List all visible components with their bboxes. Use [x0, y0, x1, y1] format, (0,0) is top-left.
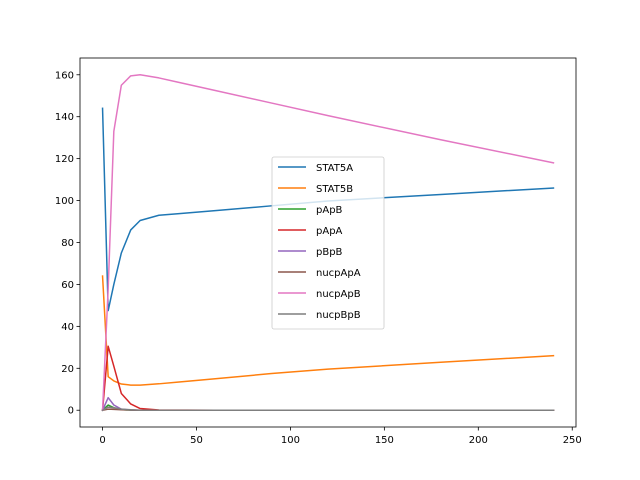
- legend-label-stat5b: STAT5B: [316, 184, 353, 195]
- y-tick-label: 160: [55, 70, 74, 81]
- legend-label-papb: pApB: [316, 205, 343, 216]
- y-tick-label: 0: [68, 406, 74, 417]
- legend-label-pbpb: pBpB: [316, 247, 343, 258]
- y-tick-label: 40: [61, 322, 74, 333]
- y-tick-label: 140: [55, 112, 74, 123]
- legend-box: [271, 156, 385, 330]
- legend-label-papa: pApA: [316, 226, 343, 237]
- y-tick-label: 20: [61, 364, 74, 375]
- series-layer: [101, 74, 555, 412]
- legend-label-nucpbpb: nucpBpB: [316, 310, 361, 321]
- series-line-stat5b: [101, 275, 555, 386]
- y-axis: 0 20 40 60 80 100 120 140 160: [55, 70, 80, 417]
- x-tick-label: 200: [469, 435, 488, 446]
- legend-label-stat5a: STAT5A: [316, 163, 353, 174]
- x-tick-label: 150: [375, 435, 394, 446]
- x-tick-label: 50: [190, 435, 203, 446]
- y-tick-label: 100: [55, 196, 74, 207]
- series-line-nucpapb: [101, 74, 555, 412]
- legend-label-nucpapa: nucpApA: [316, 268, 361, 279]
- y-tick-label: 60: [61, 280, 74, 291]
- x-tick-label: 100: [281, 435, 300, 446]
- x-axis: 0 50 100 150 200 250: [99, 427, 582, 446]
- legend-label-nucpapb: nucpApB: [316, 289, 361, 300]
- legend: STAT5A STAT5B pApB pApA pBpB nucpApA nucpApB nu…: [271, 156, 385, 330]
- y-tick-label: 120: [55, 154, 74, 165]
- x-tick-label: 0: [99, 435, 105, 446]
- x-tick-label: 250: [563, 435, 582, 446]
- y-tick-label: 80: [61, 238, 74, 249]
- series-line-nucpbpb: [101, 406, 555, 412]
